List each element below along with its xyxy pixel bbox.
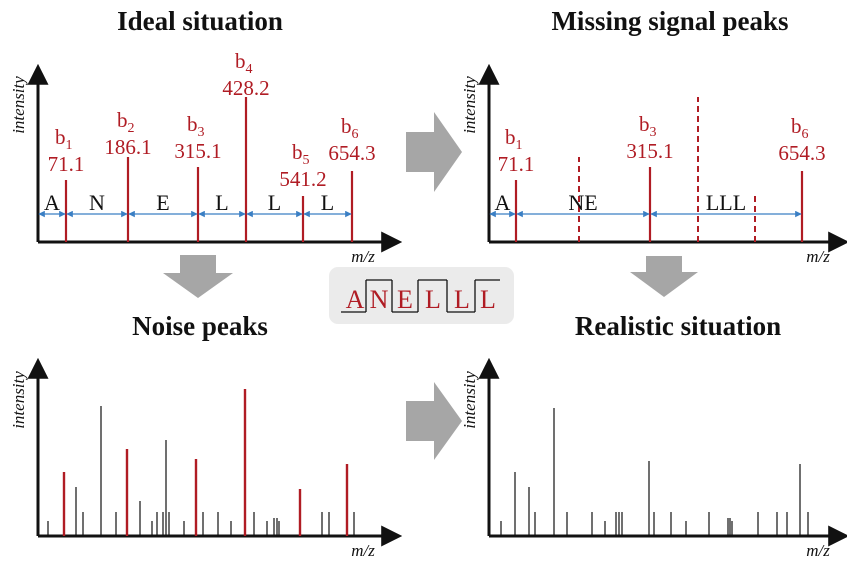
sequence-letter: L — [480, 285, 496, 314]
peak-mass-label: 71.1 — [48, 152, 85, 176]
amino-acid-label: A — [44, 190, 60, 215]
y-axis-label: intensity — [9, 371, 28, 429]
panel-title: Realistic situation — [575, 311, 781, 341]
peak-mass-label: 186.1 — [104, 135, 151, 159]
panel-title: Ideal situation — [117, 6, 283, 36]
peak-ion-label: b1 — [505, 125, 523, 153]
panel-title: Noise peaks — [132, 311, 268, 341]
panel-noise: Noise peaks intensity m/z — [9, 311, 403, 560]
x-axis-label: m/z — [806, 541, 830, 560]
panel-missing: Missing signal peaks intensity m/z b171.… — [460, 6, 847, 266]
peak-mass-label: 654.3 — [778, 141, 825, 165]
sequence-letter: L — [425, 285, 441, 314]
peak-ion-label: b6 — [791, 114, 809, 142]
peak-ion-label: b4 — [235, 49, 253, 77]
sequence-letter: E — [397, 285, 413, 314]
y-axis-label: intensity — [460, 76, 479, 134]
panel-title: Missing signal peaks — [551, 6, 788, 36]
y-axis-label: intensity — [9, 76, 28, 134]
interval-arrows: A NE LLL — [489, 190, 802, 218]
peak-ion-label: b2 — [117, 108, 135, 136]
y-axis-label: intensity — [460, 371, 479, 429]
right-arrow-icon — [406, 382, 462, 460]
amino-acid-label: L — [268, 190, 281, 215]
x-axis-label: m/z — [351, 247, 375, 266]
amino-acid-label: L — [215, 190, 228, 215]
x-axis-label: m/z — [806, 247, 830, 266]
amino-acid-label: LLL — [706, 190, 746, 215]
down-arrow-icon — [163, 255, 233, 298]
sequence-letter: L — [454, 285, 470, 314]
right-arrow-icon — [406, 112, 462, 192]
peak-mass-label: 315.1 — [626, 139, 673, 163]
amino-acid-label: A — [495, 190, 511, 215]
peak-mass-label: 428.2 — [222, 76, 269, 100]
panel-realistic: Realistic situation intensity m/z — [460, 311, 847, 560]
spectrum-peaks — [47, 389, 355, 536]
peak-ion-label: b5 — [292, 140, 310, 168]
amino-acid-label: L — [321, 190, 334, 215]
sequence-box — [329, 267, 514, 324]
peak-ion-label: b6 — [341, 114, 359, 142]
peak-mass-label: 541.2 — [279, 167, 326, 191]
amino-acid-label: N — [89, 190, 105, 215]
spectrum-peaks — [500, 408, 809, 536]
amino-acid-label: E — [156, 190, 169, 215]
peak-mass-label: 315.1 — [174, 139, 221, 163]
down-arrow-icon — [630, 256, 698, 297]
peak-ion-label: b1 — [55, 125, 73, 153]
sequence-letter: N — [370, 285, 389, 314]
x-axis-label: m/z — [351, 541, 375, 560]
amino-acid-label: NE — [568, 190, 597, 215]
peak-ion-label: b3 — [639, 112, 657, 140]
missing-peaks — [578, 97, 756, 242]
peak-mass-label: 654.3 — [328, 141, 375, 165]
sequence-letter: A — [346, 285, 365, 314]
peak-mass-label: 71.1 — [498, 152, 535, 176]
peak-ion-label: b3 — [187, 112, 205, 140]
